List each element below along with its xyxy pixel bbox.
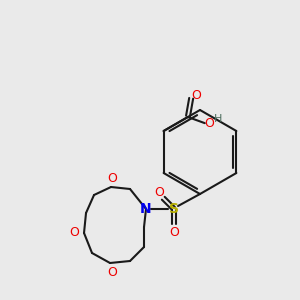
Text: O: O: [191, 89, 201, 102]
Text: O: O: [169, 226, 179, 239]
Text: O: O: [154, 186, 164, 199]
Text: O: O: [69, 226, 79, 238]
Text: S: S: [169, 202, 179, 216]
Text: O: O: [204, 117, 214, 130]
Text: O: O: [107, 266, 117, 280]
Text: H: H: [214, 114, 222, 124]
Text: O: O: [107, 172, 117, 185]
Text: N: N: [140, 202, 152, 216]
